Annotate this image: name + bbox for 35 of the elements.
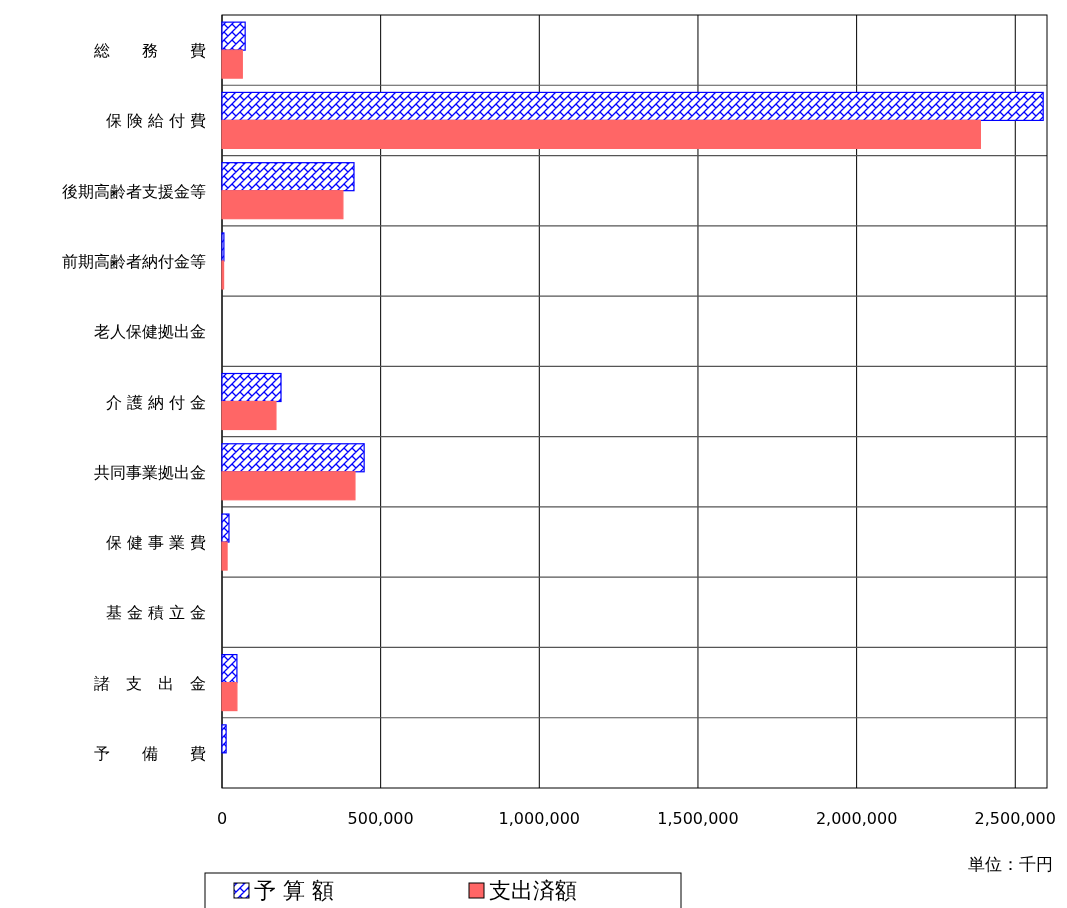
x-tick-label: 2,000,000 — [815, 809, 898, 828]
bar — [221, 681, 238, 712]
y-tick-label: 基 金 積 立 金 — [105, 603, 206, 623]
bar — [221, 190, 344, 220]
bar — [221, 443, 365, 473]
y-tick-label: 後期高齢者支援金等 — [62, 181, 206, 201]
bar — [221, 471, 356, 501]
legend-label: 予 算 額 — [254, 878, 334, 903]
text: 単位：千円 — [968, 854, 1053, 874]
y-tick-label: 介 護 納 付 金 — [105, 392, 206, 412]
legend-label: 支出済額 — [489, 878, 577, 903]
y-tick-label: 諸 支 出 金 — [94, 673, 206, 693]
x-tick-label: 1,000,000 — [498, 809, 581, 828]
bar — [221, 513, 230, 543]
y-tick-label: 老人保健拠出金 — [94, 322, 206, 342]
x-tick-label: 500,000 — [347, 809, 414, 828]
bar — [221, 49, 243, 79]
bar — [221, 541, 228, 571]
y-tick-label: 共同事業拠出金 — [94, 462, 206, 482]
bar — [221, 119, 981, 150]
bar — [221, 162, 355, 192]
y-tick-label: 保 健 事 業 費 — [105, 533, 206, 553]
y-tick-label: 保 険 給 付 費 — [105, 111, 206, 131]
bar — [221, 724, 227, 754]
x-tick-label: 0 — [216, 809, 228, 828]
x-tick-label: 1,500,000 — [657, 809, 739, 828]
bar — [221, 21, 246, 51]
x-tick-label: 2,500,000 — [974, 809, 1056, 828]
bar — [221, 91, 1044, 122]
y-tick-label: 予 備 費 — [94, 743, 206, 763]
bar — [221, 400, 277, 431]
y-tick-label: 総 務 費 — [93, 41, 206, 61]
y-tick-label: 前期高齢者納付金等 — [62, 251, 206, 271]
bar — [221, 372, 282, 403]
bar — [221, 653, 238, 684]
